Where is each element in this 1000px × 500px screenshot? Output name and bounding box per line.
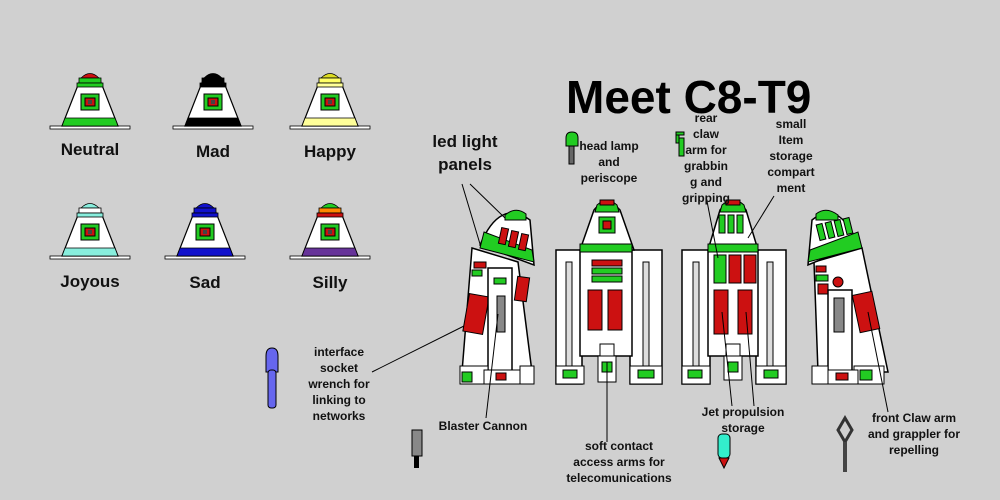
page-title: Meet C8-T9 <box>566 71 812 123</box>
droid-back-view <box>681 199 787 385</box>
label-led-panels: led light panels <box>432 132 498 174</box>
mood-head-happy <box>289 73 371 130</box>
droid-side-view-right <box>807 209 889 385</box>
mood-head-sad <box>164 203 246 260</box>
rear-claw-icon <box>675 131 685 157</box>
mood-label-joyous: Joyous <box>60 272 120 291</box>
mood-label-neutral: Neutral <box>60 140 120 159</box>
mood-heads <box>49 73 371 260</box>
callout-lines <box>371 183 889 442</box>
mood-head-neutral <box>49 73 131 130</box>
label-front-claw: front Claw arm and grappler for repelling <box>867 411 960 457</box>
interface-wrench-icon <box>265 347 279 409</box>
droid-side-view-left <box>459 209 535 385</box>
label-blaster-cannon: Blaster Cannon <box>438 419 528 433</box>
mood-label-sad: Sad <box>189 273 221 292</box>
mood-head-silly <box>289 203 371 260</box>
mood-label-happy: Happy <box>304 142 356 161</box>
head-lamp-icon <box>565 131 579 165</box>
mood-head-joyous <box>49 203 131 260</box>
blaster-cannon-icon <box>411 429 423 468</box>
label-jet-propulsion: Jet propulsion storage <box>701 405 785 435</box>
mood-label-silly: Silly <box>312 273 348 292</box>
mood-head-mad <box>172 73 254 130</box>
label-head-lamp: head lamp and periscope <box>579 139 639 185</box>
label-storage-compartment: small Item storage compart ment <box>767 117 815 195</box>
label-soft-contact-arms: soft contact access arms for telecomunicat… <box>566 439 672 485</box>
mood-label-mad: Mad <box>196 142 230 161</box>
front-claw-grappler-icon <box>836 415 854 472</box>
label-interface-wrench: interface socket wrench for linking to netw… <box>308 345 370 423</box>
droid-front-view <box>555 199 663 385</box>
jet-propulsion-icon <box>717 433 731 470</box>
label-rear-claw: rear claw arm for grabbin g and gripping <box>682 111 730 205</box>
